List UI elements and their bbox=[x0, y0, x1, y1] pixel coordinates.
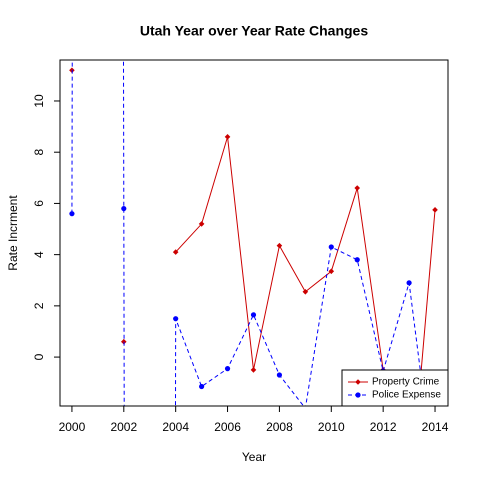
point bbox=[328, 244, 334, 250]
legend-marker bbox=[355, 379, 361, 385]
point bbox=[276, 242, 283, 249]
legend-marker bbox=[355, 392, 361, 398]
plot-frame bbox=[59, 59, 449, 407]
x-tick-label: 2000 bbox=[59, 420, 86, 434]
x-tick-label: 2004 bbox=[162, 420, 189, 434]
point bbox=[199, 383, 205, 390]
point bbox=[173, 316, 179, 322]
point bbox=[250, 367, 257, 373]
point bbox=[224, 134, 231, 140]
y-tick-label: 8 bbox=[32, 149, 46, 156]
point bbox=[250, 312, 257, 318]
x-tick-label: 2014 bbox=[422, 420, 449, 434]
legend-box bbox=[341, 369, 449, 407]
point bbox=[302, 288, 309, 295]
legend-label: Property Crime bbox=[372, 377, 440, 388]
point bbox=[224, 366, 231, 372]
x-tick-label: 2006 bbox=[214, 420, 241, 434]
point bbox=[198, 221, 205, 227]
point bbox=[121, 205, 127, 212]
point bbox=[432, 207, 438, 213]
y-tick-label: 2 bbox=[32, 302, 46, 309]
point bbox=[328, 268, 335, 275]
plot-area bbox=[69, 60, 438, 406]
legend-label: Police Expense bbox=[372, 390, 441, 401]
x-tick-label: 2008 bbox=[266, 420, 293, 434]
y-tick-label: 10 bbox=[32, 94, 46, 108]
x-tick-label: 2002 bbox=[110, 420, 137, 434]
y-axis-title: Rate Incrment bbox=[6, 195, 20, 271]
y-tick-label: 6 bbox=[32, 200, 46, 207]
point bbox=[276, 372, 283, 378]
point bbox=[354, 257, 360, 263]
chart-title: Utah Year over Year Rate Changes bbox=[140, 23, 368, 39]
point bbox=[354, 185, 361, 191]
point bbox=[172, 249, 179, 255]
x-tick-label: 2012 bbox=[370, 420, 397, 434]
point bbox=[406, 280, 412, 286]
x-tick-label: 2010 bbox=[318, 420, 345, 434]
x-axis-title: Year bbox=[242, 450, 266, 464]
y-tick-label: 0 bbox=[32, 353, 46, 360]
point bbox=[121, 338, 127, 345]
y-tick-label: 4 bbox=[32, 251, 46, 258]
point bbox=[69, 211, 75, 217]
series-line bbox=[71, 60, 426, 406]
